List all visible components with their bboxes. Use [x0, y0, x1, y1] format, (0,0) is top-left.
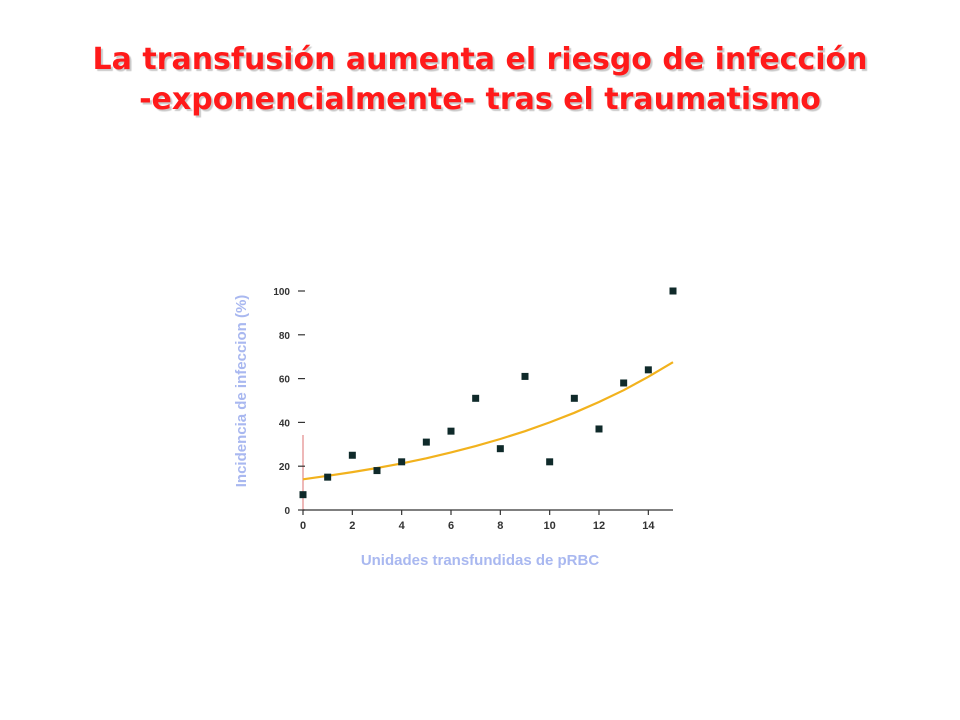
data-point: [373, 467, 381, 475]
data-points: [299, 287, 677, 499]
y-tick-label: 60: [279, 375, 291, 386]
x-tick-label: 2: [349, 520, 355, 532]
y-axis: 0 20 40 60 80 100: [273, 287, 305, 517]
y-tick-label: 0: [284, 506, 290, 517]
x-tick-label: 0: [300, 520, 306, 532]
x-tick-label: 4: [399, 520, 406, 532]
data-point: [324, 473, 332, 481]
data-point: [570, 394, 578, 402]
data-point: [422, 438, 430, 446]
data-point: [299, 491, 307, 499]
data-point: [644, 366, 652, 374]
y-tick-label: 20: [279, 462, 291, 473]
data-point: [398, 458, 406, 466]
data-point: [546, 458, 554, 466]
y-tick-label: 100: [273, 287, 290, 298]
data-point: [496, 445, 504, 453]
x-axis: 0 2 4 6 8 10 12 14: [300, 509, 673, 532]
data-point: [669, 287, 677, 295]
y-tick-label: 80: [279, 331, 291, 342]
trend-curve: [302, 361, 674, 481]
x-axis-label: Unidades transfundidas de pRBC: [361, 552, 600, 569]
x-tick-label: 8: [497, 520, 503, 532]
y-tick-label: 40: [279, 418, 291, 429]
data-point: [521, 372, 529, 380]
x-tick-label: 6: [448, 520, 454, 532]
data-point: [348, 451, 356, 459]
data-point: [472, 394, 480, 402]
x-tick-label: 10: [544, 520, 556, 532]
data-point: [620, 379, 628, 387]
data-point: [447, 427, 455, 435]
slide-title-line-2: -exponencialmente- tras el traumatismo: [139, 82, 821, 117]
x-tick-label: 12: [593, 520, 605, 532]
y-axis-label: Incidencia de infeccion (%): [233, 295, 250, 488]
slide-title-line-1: La transfusión aumenta el riesgo de infe…: [92, 42, 868, 77]
x-tick-label: 14: [642, 520, 655, 532]
slide-title: La transfusión aumenta el riesgo de infe…: [0, 40, 960, 120]
trend-curve-group: [302, 361, 674, 481]
data-point: [595, 425, 603, 433]
